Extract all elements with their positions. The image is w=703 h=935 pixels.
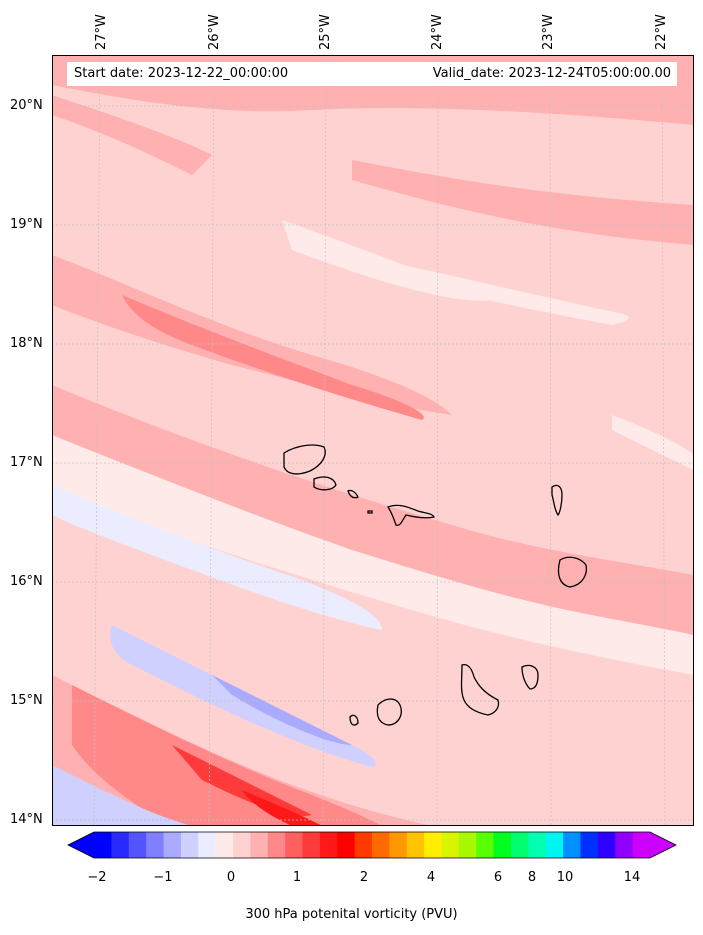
lon-label-27w: 27°W <box>94 14 109 50</box>
graticule <box>52 55 694 826</box>
colorbar-cell <box>441 832 460 858</box>
island-santo-antao <box>283 444 326 475</box>
colorbar-tick-label: 8 <box>527 870 537 885</box>
colorbar <box>67 831 677 859</box>
colorbar-cell <box>94 832 112 858</box>
colorbar-outline <box>67 831 677 859</box>
colorbar-cell <box>389 832 408 858</box>
island-fogo <box>376 698 402 726</box>
pv-light-band-3 <box>52 435 694 675</box>
lat-label-20n: 20°N <box>10 98 43 113</box>
lat-label-14n: 14°N <box>10 812 43 827</box>
lat-label-15n: 15°N <box>10 693 43 708</box>
colorbar-cells <box>94 832 651 858</box>
colorbar-tick-label: 6 <box>493 870 503 885</box>
colorbar-cell <box>146 832 164 858</box>
island-maio <box>521 664 539 690</box>
island-boa-vista <box>557 556 588 588</box>
pv-band-bottom-core-3 <box>242 790 322 826</box>
colorbar-tick-label: 0 <box>226 870 236 885</box>
colorbar-cell <box>528 832 547 858</box>
colorbar-cell <box>597 832 616 858</box>
colorbar-cell <box>285 832 303 858</box>
colorbar-cell <box>198 832 217 858</box>
colorbar-cell <box>493 832 512 858</box>
lat-label-19n: 19°N <box>10 217 43 232</box>
colorbar-cell <box>511 832 529 858</box>
start-date-label: Start date: 2023-12-22_00:00:00 <box>74 66 289 81</box>
colorbar-cell <box>545 832 564 858</box>
colorbar-tick-label: −1 <box>153 870 173 885</box>
colorbar-cell <box>563 832 581 858</box>
pv-band-bottom-core-2 <box>172 745 312 816</box>
pv-contour-field <box>52 55 694 826</box>
date-info-box <box>67 62 677 86</box>
colorbar-cell <box>163 832 182 858</box>
island-santiago <box>460 663 500 716</box>
colorbar-cell <box>111 832 130 858</box>
colorbar-cell <box>337 832 356 858</box>
lat-label-17n: 17°N <box>10 455 43 470</box>
colorbar-under-arrow <box>68 832 94 858</box>
colorbar-cell <box>406 832 425 858</box>
colorbar-over-arrow <box>650 832 676 858</box>
island-brava <box>349 714 359 726</box>
colorbar-cell <box>354 832 373 858</box>
colorbar-tick-label: 4 <box>426 870 436 885</box>
lat-label-16n: 16°N <box>10 574 43 589</box>
pv-streak <box>52 95 212 175</box>
pv-band-bottom-core-1 <box>72 685 382 826</box>
valid-date-label: Valid_date: 2023-12-24T05:00:00.00 <box>432 66 671 81</box>
colorbar-cell <box>632 832 651 858</box>
island-sao-vicente <box>313 476 337 491</box>
coastlines <box>283 444 588 726</box>
map-panel <box>52 55 694 826</box>
colorbar-tick-label: 1 <box>292 870 302 885</box>
lon-label-26w: 26°W <box>207 14 222 50</box>
colorbar-cell <box>128 832 147 858</box>
pv-negative-core <box>212 675 352 745</box>
colorbar-cell <box>267 832 286 858</box>
colorbar-tick-label: 2 <box>359 870 369 885</box>
colorbar-cell <box>458 832 477 858</box>
colorbar-cell <box>424 832 442 858</box>
map-border <box>52 55 694 826</box>
colorbar-cell <box>302 832 321 858</box>
pv-band-mid-core <box>122 295 424 420</box>
colorbar-cell <box>476 832 495 858</box>
pv-band-upper-right <box>352 160 694 245</box>
colorbar-cell <box>215 832 234 858</box>
island-sao-nicolau <box>387 504 435 527</box>
colorbar-cell <box>319 832 338 858</box>
colorbar-tick-label: 10 <box>556 870 574 885</box>
lon-label-25w: 25°W <box>318 14 333 50</box>
lon-label-23w: 23°W <box>541 14 556 50</box>
colorbar-tick-label: −2 <box>87 870 107 885</box>
colorbar-cell <box>615 832 634 858</box>
pv-light-band-2 <box>352 255 629 325</box>
pv-negative-band-1 <box>52 485 382 630</box>
colorbar-cell <box>372 832 390 858</box>
pv-negative-band-3 <box>52 765 192 826</box>
pv-band-mid <box>52 255 452 415</box>
colorbar-cell <box>233 832 251 858</box>
pv-band-lower <box>52 385 694 655</box>
colorbar-cell <box>180 832 199 858</box>
island-santa-luzia <box>347 489 359 499</box>
lon-label-24w: 24°W <box>430 14 445 50</box>
lat-label-18n: 18°N <box>10 336 43 351</box>
colorbar-tick-label: 14 <box>623 870 641 885</box>
colorbar-cell <box>580 832 599 858</box>
island-ilheu <box>367 510 373 514</box>
island-sal <box>551 484 563 517</box>
pv-light-patch-right <box>612 415 694 470</box>
colorbar-label: 300 hPa potenital vorticity (PVU) <box>245 907 458 922</box>
colorbar-cell <box>250 832 269 858</box>
lon-label-22w: 22°W <box>654 14 669 50</box>
